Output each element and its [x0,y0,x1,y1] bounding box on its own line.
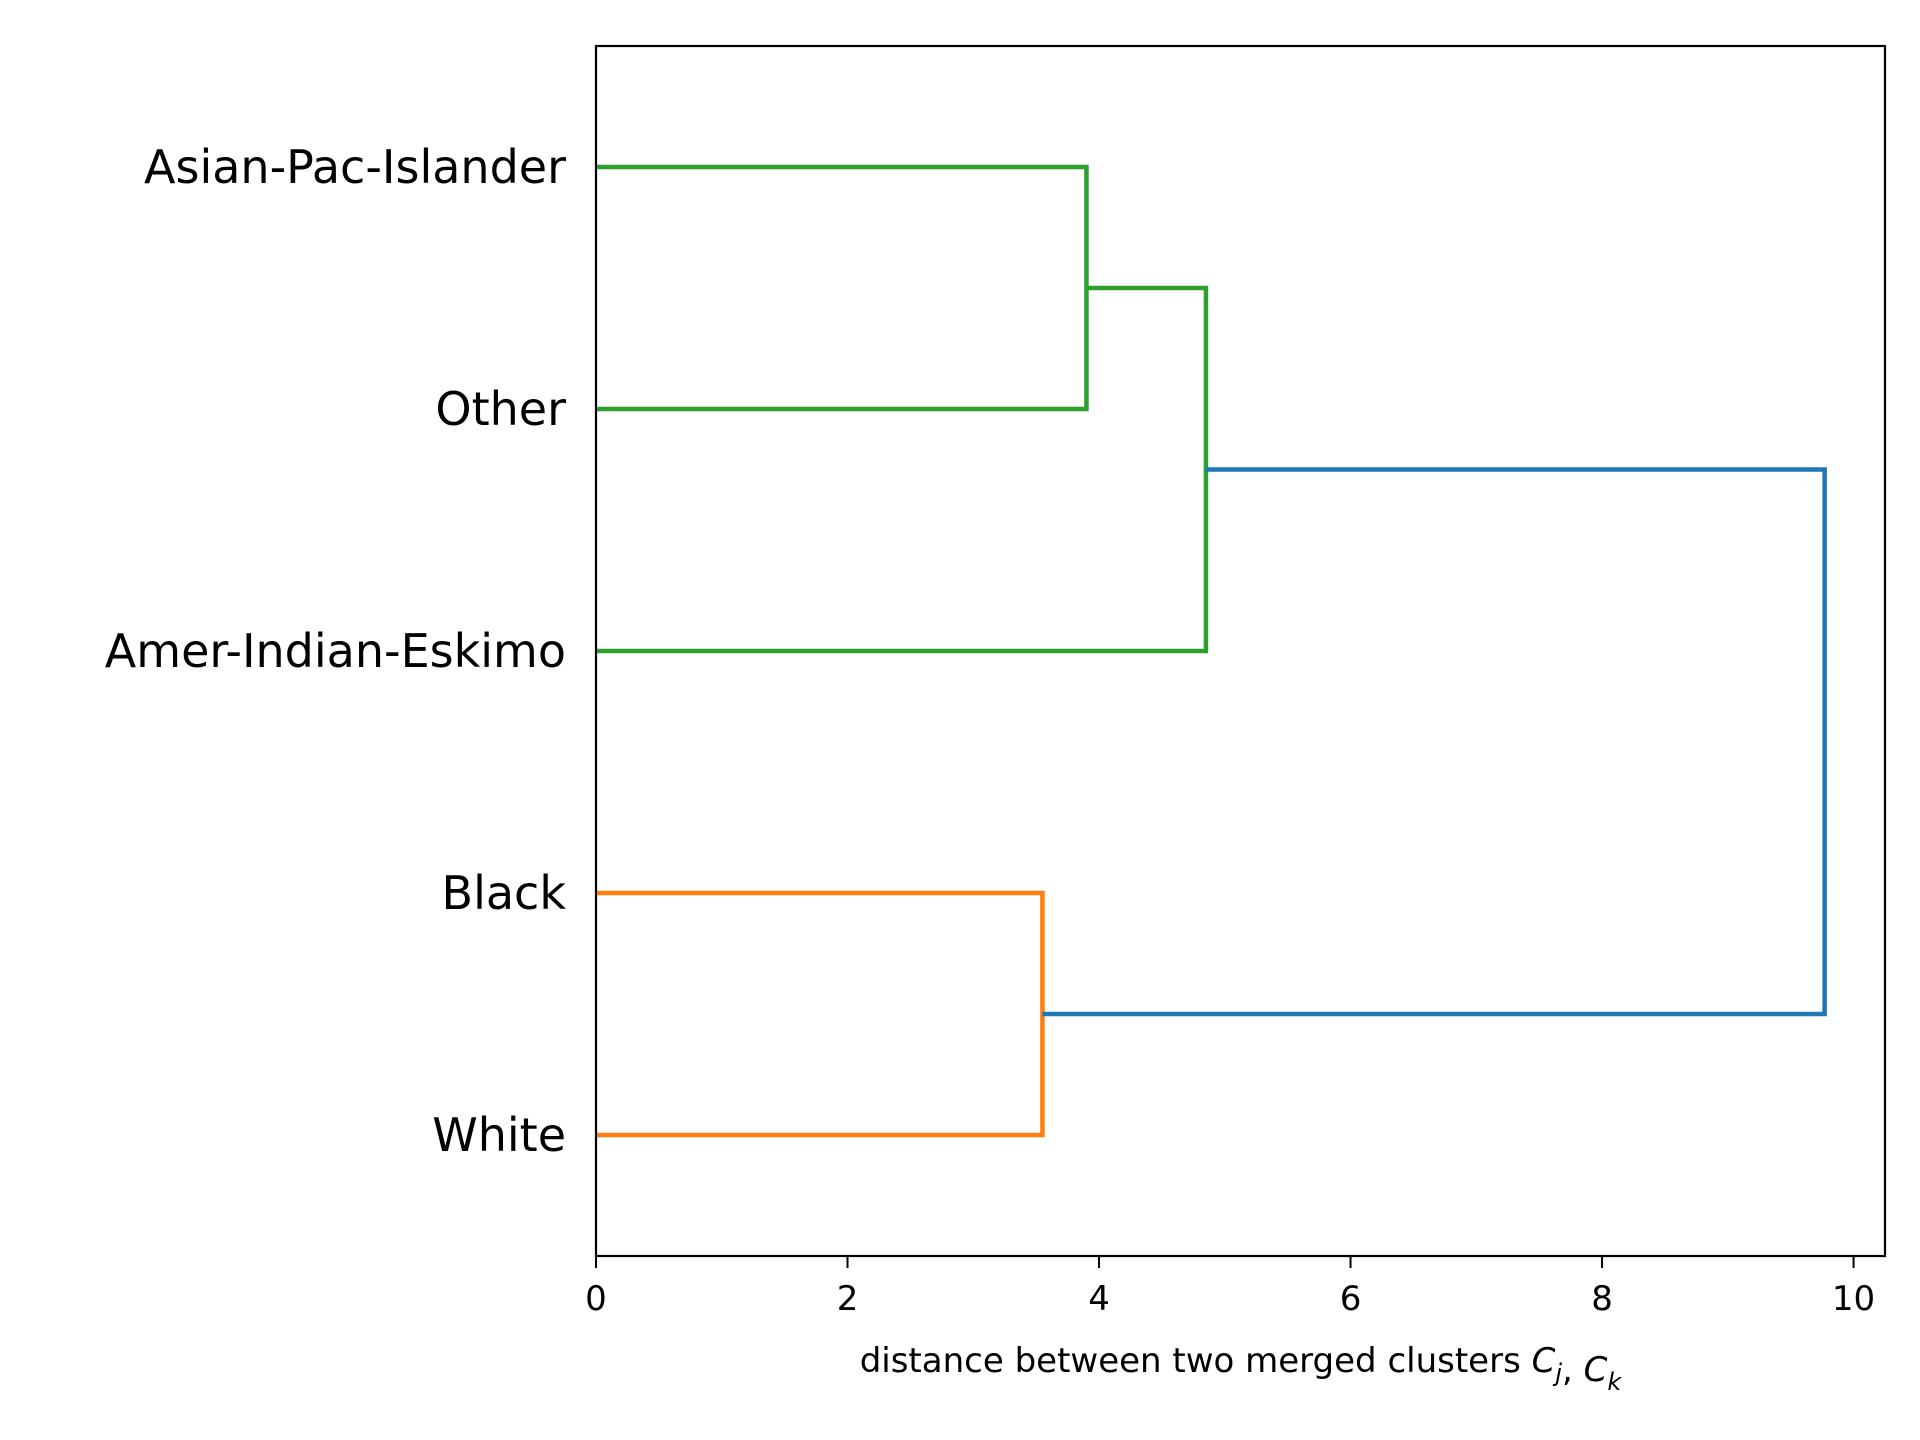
x-tick-label: 10 [1832,1279,1875,1319]
x-tick-label: 0 [585,1279,607,1319]
dendrogram-link [596,285,1209,654]
x-axis-ticks: 0 2 4 6 8 10 [585,1256,1875,1319]
leaf-label: Other [435,382,566,436]
x-tick-label: 8 [1591,1279,1613,1319]
leaf-label: White [432,1108,566,1162]
x-tick-label: 4 [1088,1279,1110,1319]
leaf-labels: Asian-Pac-Islander Other Amer-Indian-Eskim… [105,140,567,1162]
x-tick-label: 6 [1340,1279,1362,1319]
dendrogram-link [596,890,1045,1138]
x-axis-label: distance between two merged clusters Cj,… [860,1341,1623,1396]
dendrogram-link [596,164,1089,412]
plot-frame [594,44,1887,1258]
leaf-label: Amer-Indian-Eskimo [105,624,566,678]
dendrogram-links [596,164,1827,1138]
leaf-label: Black [442,866,567,920]
dendrogram-link [1042,467,1827,1017]
x-tick-label: 2 [837,1279,859,1319]
leaf-label: Asian-Pac-Islander [144,140,566,194]
